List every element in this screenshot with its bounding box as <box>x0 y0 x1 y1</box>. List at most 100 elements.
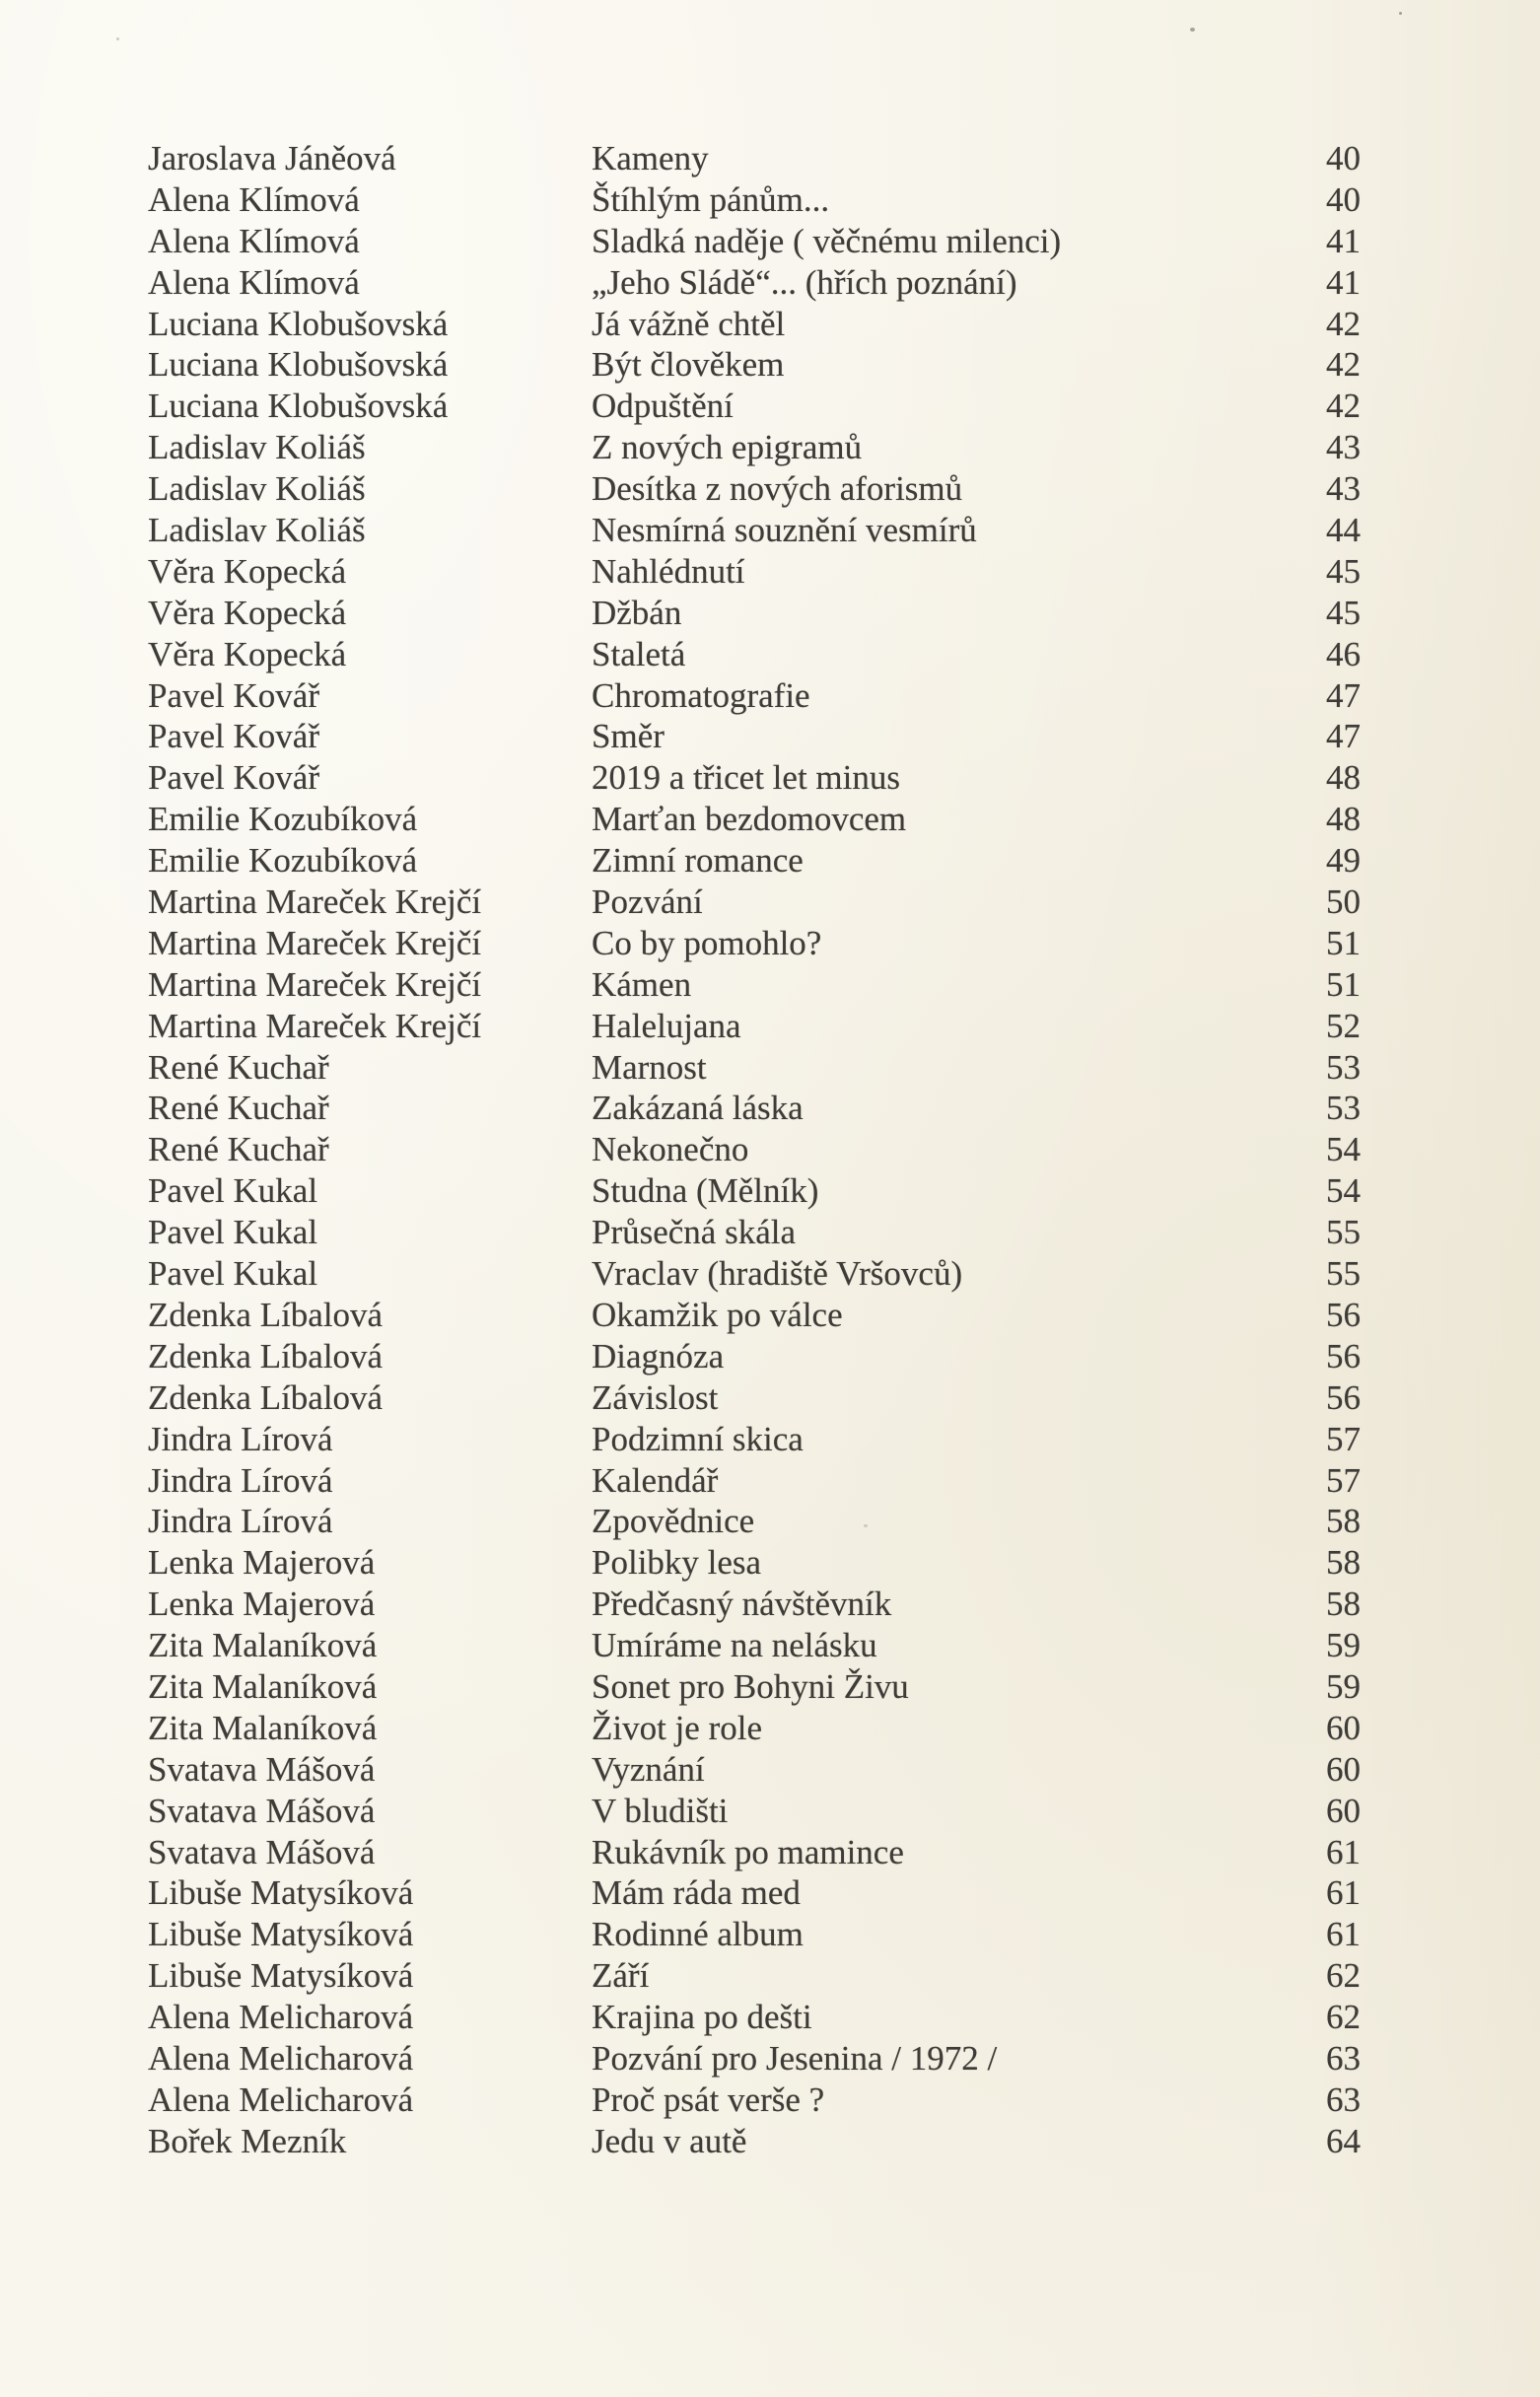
author-name: Svatava Mášová <box>148 1749 376 1789</box>
poem-title: Kámen <box>592 964 692 1004</box>
toc-row: Luciana Klobušovská Být člověkem 42 <box>148 344 1361 386</box>
author-name: Martina Mareček Krejčí <box>148 923 482 962</box>
page-number: 58 <box>1326 1502 1361 1541</box>
poem-title: Co by pomohlo? <box>592 923 822 962</box>
poem-title: Marťan bezdomovcem <box>592 800 907 839</box>
toc-row: Pavel Kovář Chromatografie 47 <box>148 675 1361 717</box>
page-number: 40 <box>1326 139 1361 177</box>
poem-title: Já vážně chtěl <box>592 304 786 343</box>
page-number: 48 <box>1326 758 1361 798</box>
poem-title: Staletá <box>592 634 686 673</box>
toc-row: Pavel Kukal Průsečná skála 55 <box>148 1212 1361 1253</box>
page-number: 45 <box>1326 593 1361 632</box>
page-number: 41 <box>1326 262 1361 302</box>
author-name: Libuše Matysíková <box>148 1873 414 1913</box>
author-name: Svatava Mášová <box>148 1791 376 1830</box>
toc-row: Lenka Majerová Předčasný návštěvník 58 <box>148 1584 1361 1625</box>
page-number: 56 <box>1326 1336 1361 1375</box>
page-number: 64 <box>1326 2121 1361 2160</box>
toc-row: Věra Kopecká Nahlédnutí 45 <box>148 551 1361 593</box>
author-name: Emilie Kozubíková <box>148 800 418 839</box>
toc-row: Pavel Kukal Vraclav (hradiště Vršovců) 55 <box>148 1253 1361 1295</box>
toc-row: Bořek Mezník Jedu v autě 64 <box>148 2121 1361 2162</box>
page-number: 51 <box>1326 964 1361 1004</box>
poem-title: Kalendář <box>592 1460 719 1500</box>
poem-title: Září <box>592 1956 650 1996</box>
author-name: Jindra Lírová <box>148 1502 333 1541</box>
author-name: Zita Malaníková <box>148 1708 378 1747</box>
author-name: Alena Klímová <box>148 179 360 219</box>
author-name: Ladislav Koliáš <box>148 469 366 509</box>
page-number: 59 <box>1326 1666 1361 1706</box>
poem-title: Rodinné album <box>592 1915 804 1954</box>
page-number: 59 <box>1326 1626 1361 1665</box>
page-number: 45 <box>1326 551 1361 591</box>
toc-row: Luciana Klobušovská Odpuštění 42 <box>148 386 1361 427</box>
toc-row: Zdenka Líbalová Diagnóza 56 <box>148 1336 1361 1377</box>
page-number: 62 <box>1326 1956 1361 1996</box>
author-name: Alena Melicharová <box>148 1998 414 2037</box>
toc-row: Jindra Lírová Zpovědnice 58 <box>148 1501 1361 1542</box>
toc-row: Jindra Lírová Kalendář 57 <box>148 1460 1361 1502</box>
author-name: René Kuchař <box>148 1089 329 1128</box>
toc-row: Alena Klímová Sladká naděje ( věčnému mil… <box>148 221 1361 262</box>
poem-title: Polibky lesa <box>592 1543 762 1583</box>
toc-row: Lenka Majerová Polibky lesa 58 <box>148 1542 1361 1584</box>
poem-title: Diagnóza <box>592 1336 725 1375</box>
author-name: Alena Melicharová <box>148 2080 414 2119</box>
page-number: 47 <box>1326 717 1361 756</box>
poem-title: Sladká naděje ( věčnému milenci) <box>592 221 1062 260</box>
page-number: 57 <box>1326 1419 1361 1458</box>
toc-row: Jindra Lírová Podzimní skica 57 <box>148 1419 1361 1460</box>
poem-title: Okamžik po válce <box>592 1295 843 1334</box>
page-number: 42 <box>1326 387 1361 426</box>
page-number: 47 <box>1326 675 1361 715</box>
page-number: 60 <box>1326 1708 1361 1747</box>
toc-list: Jaroslava Jáněová Kameny 40 Alena Klímová Št… <box>148 138 1361 2162</box>
toc-row: Svatava Mášová Vyznání 60 <box>148 1749 1361 1791</box>
toc-row: René Kuchař Zakázaná láska 53 <box>148 1088 1361 1129</box>
page-number: 58 <box>1326 1543 1361 1583</box>
toc-row: Pavel Kovář Směr 47 <box>148 716 1361 757</box>
author-name: Ladislav Koliáš <box>148 511 366 550</box>
author-name: Martina Mareček Krejčí <box>148 882 482 922</box>
page-number: 53 <box>1326 1089 1361 1128</box>
poem-title: Průsečná skála <box>592 1213 797 1252</box>
toc-row: Věra Kopecká Džbán 45 <box>148 593 1361 634</box>
poem-title: Mám ráda med <box>592 1873 801 1913</box>
toc-row: Emilie Kozubíková Zimní romance 49 <box>148 840 1361 881</box>
poem-title: Štíhlým pánům... <box>592 179 830 219</box>
page-number: 41 <box>1326 221 1361 260</box>
poem-title: Nesmírná souznění vesmírů <box>592 511 977 550</box>
poem-title: Džbán <box>592 593 682 632</box>
toc-row: Libuše Matysíková Rodinné album 61 <box>148 1914 1361 1955</box>
toc-row: Martina Mareček Krejčí Halelujana 52 <box>148 1006 1361 1047</box>
toc-row: Zdenka Líbalová Závislost 56 <box>148 1377 1361 1419</box>
scan-speck <box>1190 28 1195 32</box>
poem-title: Umíráme na nelásku <box>592 1626 877 1665</box>
toc-row: Svatava Mášová Rukávník po mamince 61 <box>148 1832 1361 1873</box>
poem-title: Nekonečno <box>592 1130 749 1169</box>
author-name: Zita Malaníková <box>148 1626 378 1665</box>
author-name: Luciana Klobušovská <box>148 345 449 385</box>
toc-row: Luciana Klobušovská Já vážně chtěl 42 <box>148 304 1361 345</box>
poem-title: Pozvání pro Jesenina / 1972 / <box>592 2038 998 2078</box>
toc-row: Věra Kopecká Staletá 46 <box>148 634 1361 675</box>
page-number: 61 <box>1326 1873 1361 1913</box>
page-number: 56 <box>1326 1295 1361 1334</box>
poem-title: Směr <box>592 717 665 756</box>
author-name: Pavel Kovář <box>148 675 319 715</box>
author-name: Věra Kopecká <box>148 551 347 591</box>
author-name: Pavel Kukal <box>148 1213 318 1252</box>
author-name: Bořek Mezník <box>148 2121 347 2160</box>
author-name: Luciana Klobušovská <box>148 304 449 343</box>
toc-row: René Kuchař Marnost 53 <box>148 1047 1361 1089</box>
author-name: Ladislav Koliáš <box>148 428 366 467</box>
page-number: 58 <box>1326 1585 1361 1624</box>
scan-speck <box>1399 12 1402 15</box>
page-number: 42 <box>1326 304 1361 343</box>
toc-row: Alena Melicharová Pozvání pro Jesenina / … <box>148 2038 1361 2080</box>
page-number: 42 <box>1326 345 1361 385</box>
author-name: Martina Mareček Krejčí <box>148 1006 482 1045</box>
poem-title: Pozvání <box>592 882 703 922</box>
